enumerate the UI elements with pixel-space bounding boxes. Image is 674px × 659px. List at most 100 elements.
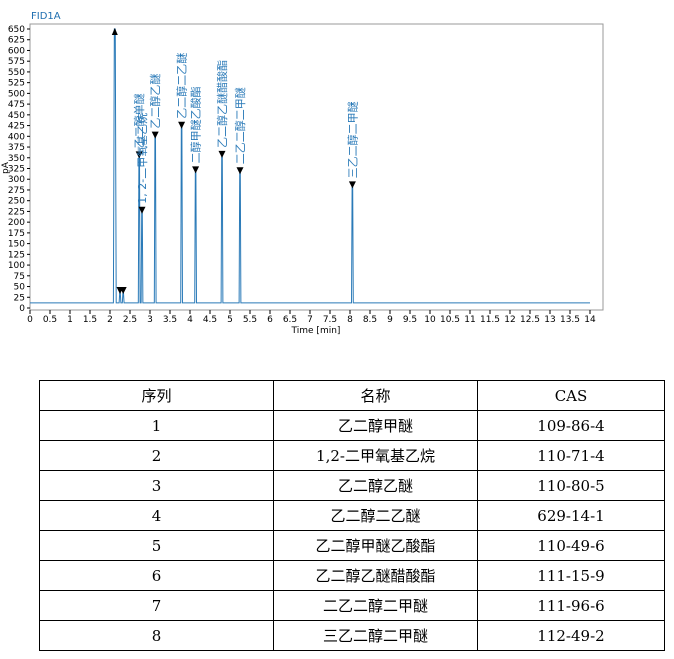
chromatogram-trace bbox=[30, 28, 590, 304]
y-tick-label: 275 bbox=[8, 186, 25, 196]
x-tick-label: 4.5 bbox=[203, 315, 217, 325]
peak-marker bbox=[348, 181, 356, 189]
peak-marker bbox=[119, 286, 127, 294]
peak-marker bbox=[236, 167, 244, 175]
cell-name: 乙二醇乙醚醋酸酯 bbox=[273, 560, 478, 591]
y-tick-label: 225 bbox=[8, 207, 25, 217]
x-axis: 0 0.5 1 1.5 2 2.5 3 3.5 4 4.5 5 5.5 6 6.5 7 7.5 8 8.5 9 9.5… bbox=[27, 310, 596, 325]
cell-cas: 629-14-1 bbox=[477, 500, 665, 531]
table-row: 5 乙二醇甲醚乙酸酯 110-49-6 bbox=[39, 530, 665, 561]
peak-label: 乙二醇二乙醚 bbox=[175, 53, 189, 119]
y-tick-label: 575 bbox=[8, 57, 25, 67]
cell-index: 6 bbox=[39, 560, 274, 591]
y-tick-label: 100 bbox=[8, 261, 25, 271]
table-row: 2 1,2-二甲氧基乙烷 110-71-4 bbox=[39, 440, 665, 471]
chromatogram-chart: FID1A 0255075100125150175200225250275300… bbox=[1, 11, 604, 336]
x-tick-label: 2 bbox=[107, 315, 113, 325]
cell-index: 1 bbox=[39, 410, 274, 441]
cell-cas: 110-71-4 bbox=[477, 440, 665, 471]
peak-marker bbox=[111, 28, 118, 35]
y-axis: 0255075100125150175200225250275300325350… bbox=[8, 25, 30, 314]
x-tick-label: 0.5 bbox=[43, 315, 57, 325]
x-tick-label: 4 bbox=[187, 315, 193, 325]
x-tick-label: 1.5 bbox=[83, 315, 97, 325]
y-tick-label: 475 bbox=[8, 100, 25, 110]
cell-name: 乙二醇二乙醚 bbox=[273, 500, 478, 531]
table-row: 7 二乙二醇二甲醚 111-96-6 bbox=[39, 590, 665, 621]
y-tick-label: 600 bbox=[8, 46, 25, 56]
chart-title: FID1A bbox=[31, 11, 61, 22]
x-tick-label: 8 bbox=[347, 315, 353, 325]
peak-label: 二乙二醇二甲醚 bbox=[233, 87, 247, 164]
cell-index: 3 bbox=[39, 470, 274, 501]
peak-label: 乙二醇乙醚醋酸酯 bbox=[215, 60, 229, 148]
y-tick-label: 550 bbox=[8, 68, 25, 78]
peak-label: 三乙二醇二甲醚 bbox=[345, 101, 359, 178]
x-tick-label: 10.5 bbox=[440, 315, 460, 325]
table-row: 4 乙二醇二乙醚 629-14-1 bbox=[39, 500, 665, 531]
x-tick-label: 12.5 bbox=[520, 315, 540, 325]
x-tick-label: 1 bbox=[67, 315, 73, 325]
peak-marker bbox=[192, 166, 200, 174]
y-tick-label: 125 bbox=[8, 250, 25, 260]
peak-marker bbox=[218, 150, 226, 158]
table-header-row: 序列 名称 CAS bbox=[39, 380, 665, 411]
x-tick-label: 11 bbox=[464, 315, 475, 325]
cell-index: 2 bbox=[39, 440, 274, 471]
x-tick-label: 13.5 bbox=[560, 315, 580, 325]
cell-index: 8 bbox=[39, 620, 274, 651]
cell-cas: 112-49-2 bbox=[477, 620, 665, 651]
cell-index: 4 bbox=[39, 500, 274, 531]
table-row: 3 乙二醇乙醚 110-80-5 bbox=[39, 470, 665, 501]
peak-label: 1, 2-二甲氧基乙烷 bbox=[135, 113, 149, 204]
y-tick-label: 300 bbox=[8, 175, 25, 185]
cell-cas: 110-49-6 bbox=[477, 530, 665, 561]
peak-label: 乙二醇单醚 bbox=[132, 93, 146, 148]
cell-index: 5 bbox=[39, 530, 274, 561]
plot-frame bbox=[29, 23, 604, 311]
peak-markers bbox=[111, 28, 356, 294]
x-tick-label: 9.5 bbox=[403, 315, 417, 325]
x-tick-label: 6.5 bbox=[283, 315, 297, 325]
cell-name: 三乙二醇二甲醚 bbox=[273, 620, 478, 651]
x-tick-label: 11.5 bbox=[480, 315, 500, 325]
cell-index: 7 bbox=[39, 590, 274, 621]
y-tick-label: 525 bbox=[8, 79, 25, 89]
peak-marker bbox=[178, 121, 186, 129]
x-axis-label: Time [min] bbox=[291, 326, 341, 336]
header-cas: CAS bbox=[477, 380, 665, 411]
y-tick-label: 25 bbox=[14, 293, 25, 303]
cell-cas: 110-80-5 bbox=[477, 470, 665, 501]
y-tick-label: 0 bbox=[19, 304, 25, 314]
y-tick-label: 175 bbox=[8, 229, 25, 239]
y-tick-label: 650 bbox=[8, 25, 25, 35]
cell-cas: 109-86-4 bbox=[477, 410, 665, 441]
cell-name: 1,2-二甲氧基乙烷 bbox=[273, 440, 478, 471]
x-tick-label: 3 bbox=[147, 315, 153, 325]
peak-label: 乙二醇乙醚 bbox=[148, 74, 162, 129]
peak-marker bbox=[138, 206, 146, 214]
table-row: 6 乙二醇乙醚醋酸酯 111-15-9 bbox=[39, 560, 665, 591]
table-row: 8 三乙二醇二甲醚 112-49-2 bbox=[39, 620, 665, 651]
y-tick-label: 425 bbox=[8, 122, 25, 132]
cell-name: 乙二醇甲醚 bbox=[273, 410, 478, 441]
cell-name: 乙二醇甲醚乙酸酯 bbox=[273, 530, 478, 561]
y-tick-label: 375 bbox=[8, 143, 25, 153]
x-tick-label: 6 bbox=[267, 315, 273, 325]
y-tick-label: 325 bbox=[8, 165, 25, 175]
x-tick-label: 0 bbox=[27, 315, 33, 325]
x-tick-label: 13 bbox=[544, 315, 555, 325]
x-tick-label: 3.5 bbox=[163, 315, 177, 325]
x-tick-label: 10 bbox=[424, 315, 436, 325]
compound-table: 序列 名称 CAS 1 乙二醇甲醚 109-86-4 2 1,2-二甲氧基乙烷 … bbox=[39, 380, 665, 651]
header-name: 名称 bbox=[273, 380, 478, 411]
x-tick-label: 7.5 bbox=[323, 315, 337, 325]
x-tick-label: 12 bbox=[504, 315, 515, 325]
peak-label: 二醇甲醚乙酸酯 bbox=[189, 86, 203, 163]
x-tick-label: 5 bbox=[227, 315, 233, 325]
x-tick-label: 14 bbox=[584, 315, 596, 325]
x-tick-label: 8.5 bbox=[363, 315, 377, 325]
cell-name: 二乙二醇二甲醚 bbox=[273, 590, 478, 621]
table-row: 1 乙二醇甲醚 109-86-4 bbox=[39, 410, 665, 441]
